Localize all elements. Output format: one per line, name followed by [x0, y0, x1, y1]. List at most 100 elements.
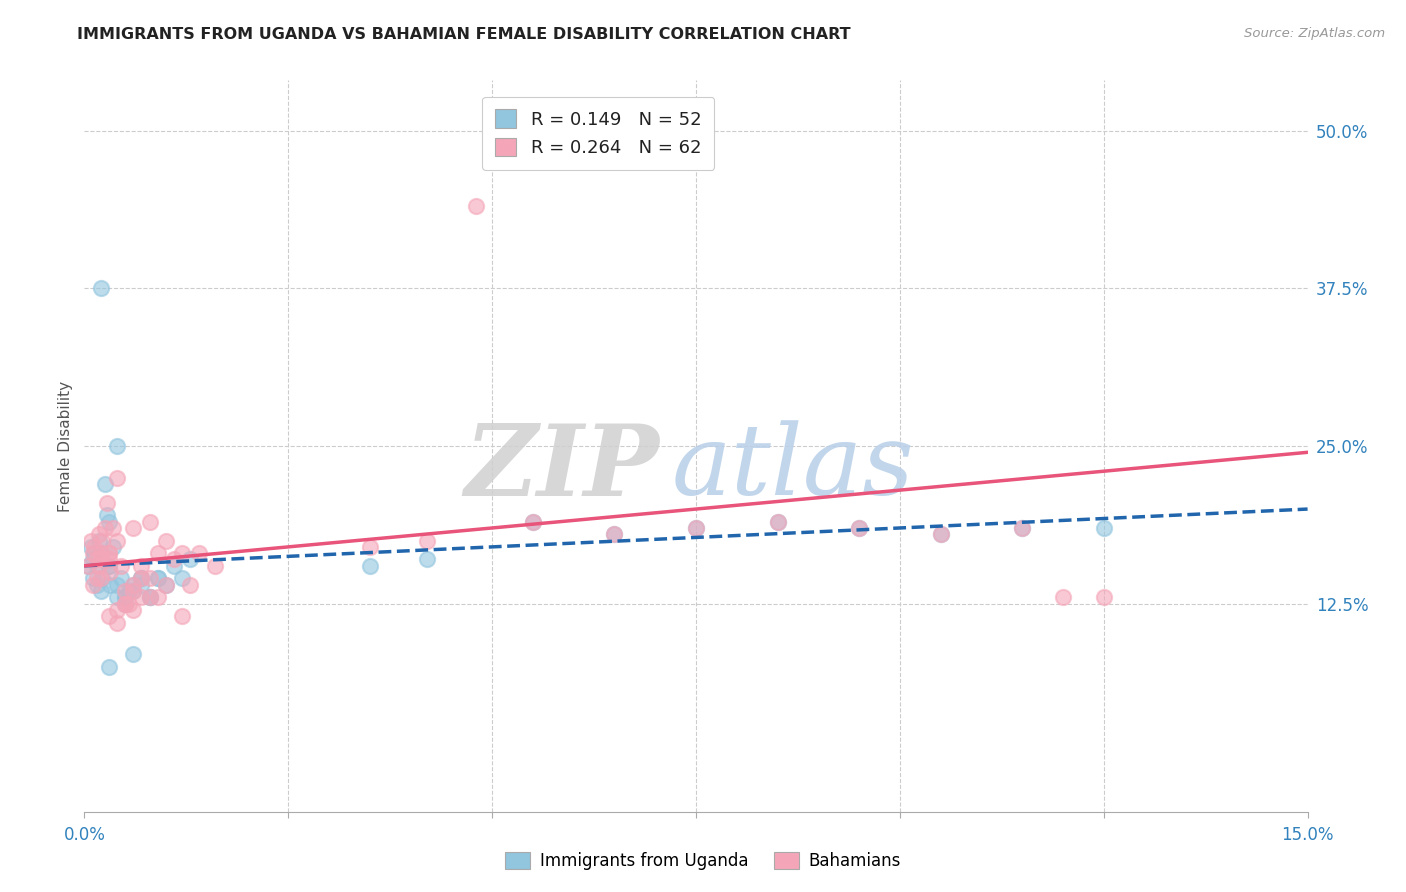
Point [155, 578, 177, 592]
Point [146, 571, 169, 585]
Point [114, 584, 136, 599]
Point [131, 571, 153, 585]
Text: ZIP: ZIP [464, 420, 659, 516]
Point [122, 584, 145, 599]
Point [122, 603, 145, 617]
Point [86, 552, 108, 566]
Point [179, 552, 201, 566]
Point [97, 546, 120, 560]
Point [131, 558, 153, 573]
Point [146, 546, 169, 560]
Point [90, 584, 112, 599]
Point [929, 527, 952, 541]
Point [118, 584, 141, 599]
Point [86, 558, 108, 573]
Point [82, 578, 104, 592]
Point [87, 558, 110, 573]
Point [97, 515, 120, 529]
Point [131, 578, 153, 592]
Point [82, 546, 104, 560]
Point [86, 578, 108, 592]
Point [114, 597, 136, 611]
Point [97, 546, 120, 560]
Point [97, 558, 120, 573]
Text: Source: ZipAtlas.com: Source: ZipAtlas.com [1244, 27, 1385, 40]
Point [97, 552, 120, 566]
Point [163, 558, 186, 573]
Point [464, 199, 486, 213]
Point [187, 546, 209, 560]
Point [1092, 521, 1115, 535]
Point [685, 521, 707, 535]
Point [138, 571, 160, 585]
Point [87, 533, 110, 548]
Point [163, 552, 186, 566]
Point [1011, 521, 1033, 535]
Point [110, 558, 132, 573]
Text: atlas: atlas [672, 420, 914, 516]
Point [1052, 591, 1074, 605]
Point [90, 571, 112, 585]
Point [93, 521, 115, 535]
Point [77, 558, 100, 573]
Point [122, 578, 145, 592]
Point [91, 571, 114, 585]
Point [122, 521, 145, 535]
Point [172, 609, 194, 624]
Point [105, 439, 128, 453]
Point [90, 546, 112, 560]
Point [172, 571, 194, 585]
Point [100, 565, 122, 579]
Point [929, 527, 952, 541]
Point [131, 571, 153, 585]
Point [603, 527, 626, 541]
Point [93, 476, 115, 491]
Point [138, 591, 160, 605]
Point [114, 591, 136, 605]
Point [83, 546, 105, 560]
Point [146, 571, 169, 585]
Point [82, 571, 104, 585]
Point [204, 558, 226, 573]
Point [416, 533, 439, 548]
Point [1092, 591, 1115, 605]
Point [114, 597, 136, 611]
Point [97, 609, 120, 624]
Point [105, 578, 128, 592]
Point [100, 578, 122, 592]
Point [122, 647, 145, 661]
Point [138, 591, 160, 605]
Point [87, 527, 110, 541]
Point [172, 546, 194, 560]
Point [96, 508, 118, 523]
Point [138, 591, 160, 605]
Point [86, 571, 108, 585]
Text: IMMIGRANTS FROM UGANDA VS BAHAMIAN FEMALE DISABILITY CORRELATION CHART: IMMIGRANTS FROM UGANDA VS BAHAMIAN FEMAL… [77, 27, 851, 42]
Point [766, 515, 789, 529]
Point [522, 515, 544, 529]
Point [105, 470, 128, 484]
Point [603, 527, 626, 541]
Point [131, 571, 153, 585]
Point [101, 540, 124, 554]
Point [685, 521, 707, 535]
Point [82, 552, 104, 566]
Point [131, 591, 153, 605]
Point [522, 515, 544, 529]
Point [90, 552, 112, 566]
Point [101, 521, 124, 535]
Point [114, 597, 136, 611]
Point [80, 540, 103, 554]
Point [105, 533, 128, 548]
Point [105, 615, 128, 630]
Point [122, 578, 145, 592]
Point [179, 578, 201, 592]
Point [138, 515, 160, 529]
Point [105, 591, 128, 605]
Point [416, 552, 439, 566]
Point [848, 521, 870, 535]
Point [110, 571, 132, 585]
Point [1011, 521, 1033, 535]
Point [146, 591, 169, 605]
Point [105, 603, 128, 617]
